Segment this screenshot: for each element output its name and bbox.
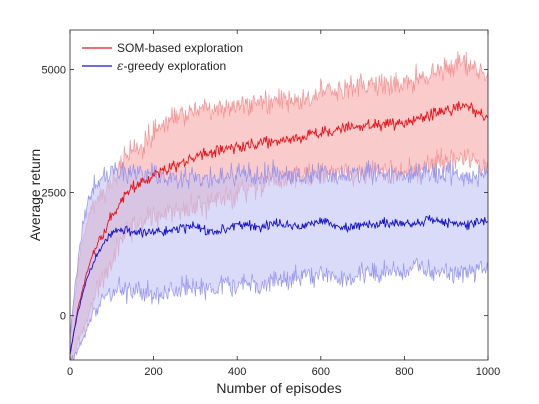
x-tick-label: 200 <box>144 366 162 378</box>
y-tick-label: 2500 <box>42 188 66 200</box>
x-tick-label: 1000 <box>476 366 500 378</box>
x-tick-label: 0 <box>67 366 73 378</box>
legend-label-greedy-text: -greedy exploration <box>123 59 226 73</box>
x-axis-label: Number of episodes <box>216 380 341 396</box>
series-band-lower-1 <box>69 257 489 361</box>
series-line-1 <box>69 215 488 355</box>
x-tick-label: 600 <box>312 366 330 378</box>
y-tick-label: 5000 <box>42 64 66 76</box>
series-line-0 <box>69 101 489 355</box>
legend-label-som: SOM-based exploration <box>117 41 243 55</box>
series-band-1 <box>70 159 488 360</box>
confidence-bands <box>69 51 489 361</box>
series-band-upper-0 <box>69 51 489 336</box>
mean-lines <box>69 101 489 355</box>
legend-epsilon-symbol: ε <box>117 59 123 73</box>
x-tick-label: 800 <box>395 366 413 378</box>
series-band-upper-1 <box>69 159 489 334</box>
plot-frame <box>69 29 489 361</box>
legend: SOM-based exploration ε-greedy explorati… <box>82 41 243 73</box>
axis-ticks: 0 200 400 600 800 1000 0 2500 5000 <box>42 30 500 378</box>
y-axis-label: Average return <box>27 149 43 241</box>
legend-label-greedy: ε-greedy exploration <box>117 59 226 73</box>
series-band-0 <box>70 51 488 359</box>
y-tick-label: 0 <box>60 311 66 323</box>
x-tick-label: 400 <box>228 366 246 378</box>
